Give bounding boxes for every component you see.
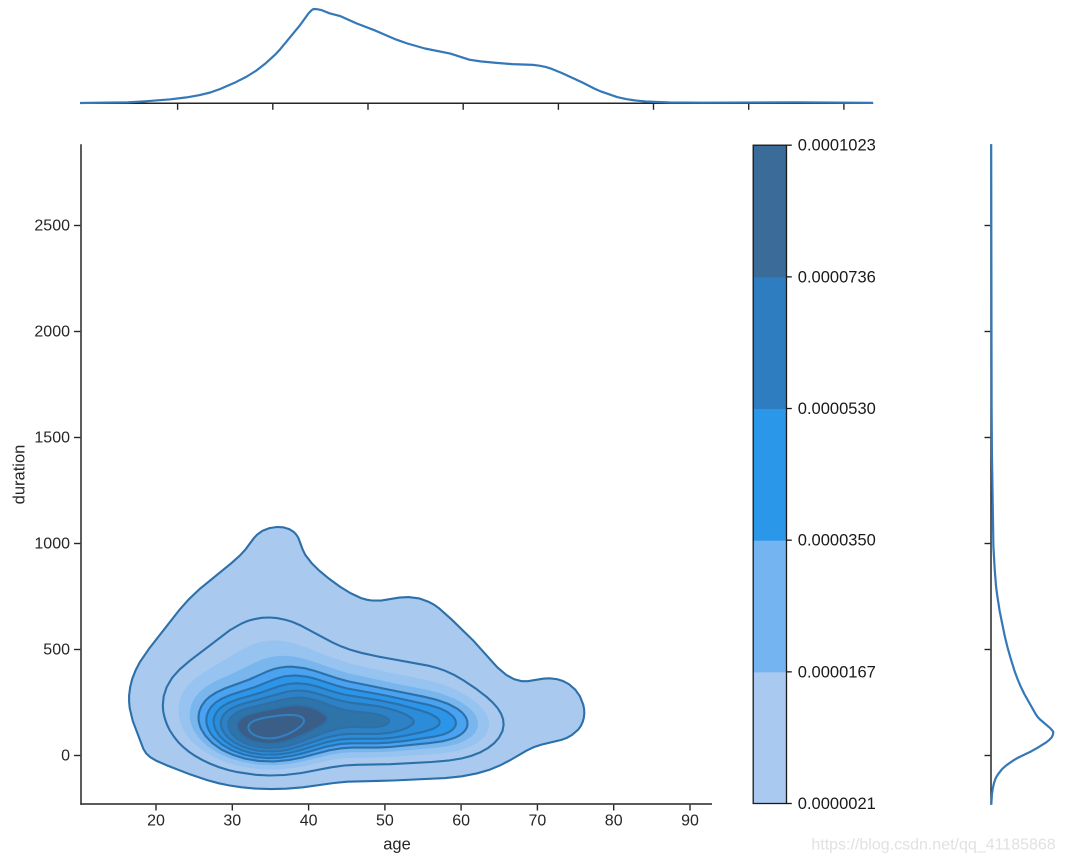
svg-text:90: 90: [681, 813, 699, 830]
svg-text:duration: duration: [10, 445, 28, 505]
svg-text:0.0001023: 0.0001023: [798, 137, 876, 155]
svg-text:500: 500: [43, 642, 70, 659]
svg-text:0.0000021: 0.0000021: [798, 795, 876, 813]
svg-text:https://blog.csdn.net/qq_41185: https://blog.csdn.net/qq_41185868: [811, 837, 1055, 854]
svg-text:0.0000350: 0.0000350: [798, 532, 876, 550]
svg-text:2000: 2000: [34, 324, 70, 341]
svg-text:50: 50: [376, 813, 394, 830]
svg-text:20: 20: [147, 813, 165, 830]
svg-text:40: 40: [300, 813, 318, 830]
svg-text:age: age: [383, 836, 411, 854]
svg-text:0: 0: [61, 748, 70, 765]
svg-text:80: 80: [605, 813, 623, 830]
svg-text:70: 70: [529, 813, 547, 830]
svg-text:0.0000736: 0.0000736: [798, 268, 876, 286]
svg-text:2500: 2500: [34, 218, 70, 235]
svg-text:1000: 1000: [34, 536, 70, 553]
svg-text:0.0000530: 0.0000530: [798, 400, 876, 418]
svg-text:1500: 1500: [34, 430, 70, 447]
svg-text:30: 30: [223, 813, 241, 830]
svg-text:0.0000167: 0.0000167: [798, 663, 876, 681]
svg-text:60: 60: [452, 813, 470, 830]
